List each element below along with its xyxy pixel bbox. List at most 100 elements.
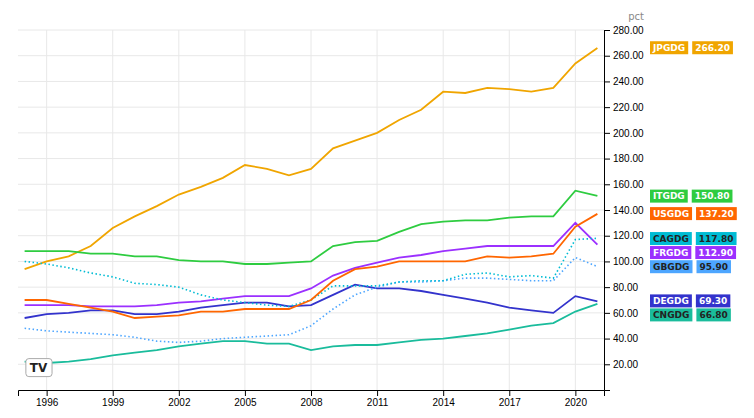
tick: 1996 — [36, 390, 59, 408]
tick-label: 2002 — [168, 397, 191, 408]
line — [25, 304, 598, 363]
tick-label: 80.00 — [613, 282, 638, 293]
tick-label: 2005 — [234, 397, 257, 408]
watermark-text: TV — [30, 361, 48, 375]
tick-mark — [113, 390, 114, 396]
tick-mark — [377, 390, 378, 396]
watermark: TV — [26, 359, 52, 377]
tick: 160.00 — [604, 179, 644, 190]
tick: 2017 — [499, 390, 522, 408]
tick-label: 1999 — [102, 397, 125, 408]
label-box — [650, 260, 693, 273]
tick: 60.00 — [604, 308, 638, 319]
label-name: FRGDG — [653, 248, 688, 258]
label-box — [650, 294, 692, 307]
line — [25, 48, 598, 269]
tick-mark — [311, 390, 312, 396]
lines — [25, 48, 598, 363]
label-name: DEGDG — [653, 296, 689, 306]
tick: 200.00 — [604, 128, 644, 139]
grid — [18, 30, 604, 390]
tick: 2011 — [367, 390, 389, 408]
tick: 2002 — [168, 390, 191, 408]
y-axis: 20.00 40.00 60.00 80.00 100.00 120.00 140.00 16… — [604, 25, 644, 391]
label-value: 69.30 — [699, 296, 727, 306]
tick-label: 180.00 — [613, 153, 644, 164]
tick-mark — [604, 261, 610, 262]
label-value: 137.20 — [699, 209, 734, 219]
label-value: 266.20 — [695, 43, 730, 53]
axis-line — [605, 31, 611, 391]
tick-mark — [604, 81, 610, 82]
line — [25, 238, 598, 306]
line — [25, 285, 598, 318]
tick-mark — [604, 159, 610, 160]
tick-label: 100.00 — [613, 256, 644, 267]
label-value: 150.80 — [695, 191, 730, 201]
tick-mark — [604, 313, 610, 314]
tick-mark — [604, 339, 610, 340]
label-box — [692, 41, 733, 54]
line — [25, 223, 598, 307]
label-box — [650, 190, 688, 203]
grid-line — [443, 30, 444, 390]
label-name: USGDG — [653, 209, 689, 219]
tick: 1999 — [102, 390, 125, 408]
tick-mark — [47, 390, 48, 396]
tick-label: 60.00 — [613, 308, 638, 319]
tick: 120.00 — [604, 230, 644, 241]
tick: 80.00 — [604, 282, 638, 293]
label-value: 112.90 — [698, 248, 733, 258]
grid-line — [244, 30, 245, 390]
tick-label: 280.00 — [613, 25, 644, 36]
end-label: DEGDG 69.30 — [650, 294, 730, 307]
tick-mark — [604, 287, 610, 288]
label-box — [696, 294, 730, 307]
tick-label: 220.00 — [613, 102, 644, 113]
watermark-box — [26, 359, 52, 377]
end-label: FRGDG 112.90 — [650, 246, 736, 259]
line — [25, 214, 598, 318]
tick: 2014 — [433, 390, 456, 408]
tick-mark — [179, 390, 180, 396]
grid-line — [46, 30, 47, 390]
tick: 20.00 — [604, 359, 638, 370]
tick: 260.00 — [604, 50, 644, 61]
tick: 220.00 — [604, 102, 644, 113]
tick-label: 2020 — [565, 397, 588, 408]
label-box — [650, 246, 691, 259]
tick-mark — [575, 390, 576, 396]
end-labels: JPGDG266.20 ITGDG 150.80 USGDG 137.20 CAGDG 11… — [650, 41, 737, 321]
grid-line — [178, 30, 179, 390]
tick-label: 2011 — [367, 397, 389, 408]
end-label: USGDG 137.20 — [650, 207, 737, 220]
label-name: CAGDG — [653, 234, 689, 244]
tick-mark — [509, 390, 510, 396]
tick-label: 2017 — [499, 397, 522, 408]
tick-label: 240.00 — [613, 76, 644, 87]
label-name: CNGDG — [653, 310, 689, 320]
tick-mark — [604, 364, 610, 365]
label-box — [650, 232, 692, 245]
tick-label: 200.00 — [613, 128, 644, 139]
tick-label: 20.00 — [613, 359, 638, 370]
label-box — [696, 232, 737, 245]
grid-line — [311, 30, 312, 390]
label-box — [696, 207, 737, 220]
end-label: JPGDG266.20 — [650, 41, 733, 54]
tick: 240.00 — [604, 76, 644, 87]
label-box — [697, 260, 731, 273]
tick: 100.00 — [604, 256, 644, 267]
tick-mark — [604, 56, 610, 57]
tick: 40.00 — [604, 333, 638, 344]
tick: 180.00 — [604, 153, 644, 164]
tick-label: 160.00 — [613, 179, 644, 190]
tick-mark — [604, 210, 610, 211]
tick-label: 140.00 — [613, 205, 644, 216]
tick: 140.00 — [604, 205, 644, 216]
tick-mark — [245, 390, 246, 396]
label-name: ITGDG — [653, 191, 685, 201]
tick-label: 1996 — [36, 397, 59, 408]
grid-line — [509, 30, 510, 390]
end-label: GBGDG95.90 — [650, 260, 731, 273]
